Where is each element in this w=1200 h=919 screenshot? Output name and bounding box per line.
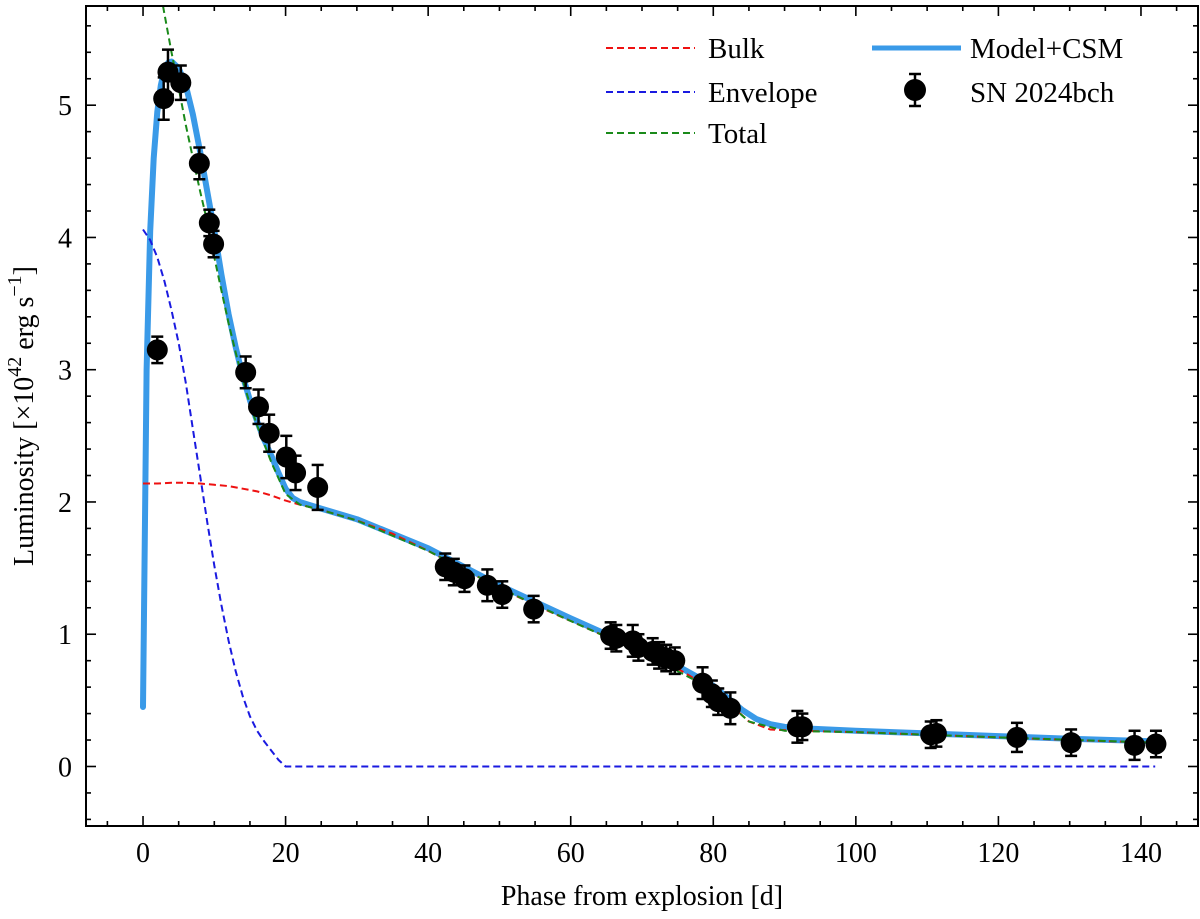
data-marker	[719, 697, 741, 719]
legend-label-model: Model+CSM	[970, 33, 1123, 65]
data-marker	[664, 650, 686, 672]
legend-item-model: Model+CSM	[872, 33, 1123, 65]
data-marker	[248, 396, 270, 418]
series-line-bulk	[143, 481, 1156, 744]
data-point	[523, 594, 545, 624]
data-marker	[1124, 734, 1146, 756]
data-point	[1006, 721, 1028, 754]
legend-item-envelope: Envelope	[606, 77, 818, 109]
data-marker	[925, 722, 947, 744]
data-marker	[170, 72, 192, 94]
plot-frame	[85, 5, 1199, 827]
legend-item-observed: SN 2024bch	[904, 72, 1115, 109]
data-point	[791, 712, 813, 742]
data-point	[1060, 728, 1082, 758]
data-marker	[491, 584, 513, 606]
data-point	[491, 580, 513, 610]
data-point	[235, 355, 257, 390]
x-axis-label: Phase from explosion [d]	[501, 881, 783, 912]
data-marker	[258, 422, 280, 444]
data-point	[1124, 729, 1146, 762]
x-tick-label: 120	[977, 838, 1019, 869]
data-point	[146, 335, 168, 365]
data-marker	[307, 476, 329, 498]
data-marker	[791, 716, 813, 738]
data-point	[170, 64, 192, 102]
data-marker	[1060, 732, 1082, 754]
data-point	[719, 691, 741, 726]
x-tick-label: 100	[835, 838, 877, 869]
data-point	[203, 229, 225, 259]
y-tick-label: 2	[58, 488, 72, 519]
data-marker	[188, 152, 210, 174]
data-marker	[146, 339, 168, 361]
data-marker	[198, 212, 220, 234]
x-tick-label: 60	[557, 838, 585, 869]
data-marker	[1006, 726, 1028, 748]
tick-labels: 0 20 40 60 80 100 120 140 0 1 2 3 4 5	[58, 91, 1162, 869]
plot-points	[146, 48, 1167, 762]
data-point	[605, 623, 627, 653]
data-marker	[523, 598, 545, 620]
data-marker	[275, 446, 297, 468]
legend-marker-observed	[904, 79, 926, 101]
data-point	[476, 568, 498, 603]
data-point	[1145, 729, 1167, 759]
legend: Bulk Envelope Total Model+CSM SN 2024bch	[606, 33, 1123, 150]
legend-item-bulk: Bulk	[606, 33, 765, 65]
data-marker	[454, 568, 476, 590]
legend-label-envelope: Envelope	[708, 77, 818, 109]
x-tick-label: 40	[414, 838, 442, 869]
data-point	[285, 454, 307, 492]
data-marker	[235, 361, 257, 383]
legend-label-total: Total	[708, 118, 767, 150]
y-tick-label: 4	[58, 223, 72, 254]
data-point	[188, 146, 210, 181]
data-marker	[153, 88, 175, 110]
legend-label-bulk: Bulk	[708, 33, 765, 65]
y-tick-label: 5	[58, 91, 72, 122]
data-point	[307, 463, 329, 512]
data-point	[664, 646, 686, 676]
data-marker	[203, 233, 225, 255]
data-point	[454, 564, 476, 594]
x-tick-label: 0	[136, 838, 150, 869]
data-marker	[1145, 733, 1167, 755]
y-tick-label: 1	[58, 620, 72, 651]
y-tick-label: 0	[58, 752, 72, 783]
legend-label-observed: SN 2024bch	[970, 77, 1115, 109]
legend-item-total: Total	[606, 118, 767, 150]
data-point	[258, 413, 280, 453]
y-axis-label: Luminosity [×1042 erg s−1]	[4, 266, 40, 566]
data-marker	[476, 574, 498, 596]
data-marker	[285, 462, 307, 484]
series-line-envelope	[142, 228, 1156, 768]
data-point	[925, 718, 947, 748]
y-tick-label: 3	[58, 356, 72, 387]
series-line-total	[162, 6, 1156, 744]
data-point	[248, 388, 270, 426]
x-tick-label: 80	[699, 838, 727, 869]
data-marker	[605, 627, 627, 649]
x-tick-label: 140	[1120, 838, 1162, 869]
x-tick-label: 20	[272, 838, 300, 869]
